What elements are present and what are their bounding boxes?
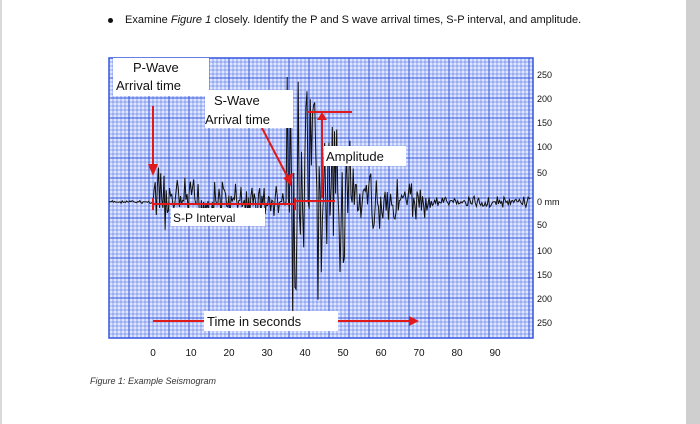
p-wave-label-line1: P-Wave: [133, 60, 179, 75]
s-wave-arrowhead: [283, 173, 293, 186]
s-wave-arrow-line: [261, 127, 288, 177]
x-tick-label: 10: [185, 348, 197, 359]
amplitude-label: Amplitude: [326, 149, 384, 164]
instruction-figure-ref: Figure 1: [170, 14, 212, 26]
time-axis-arrowhead: [409, 316, 419, 326]
time-axis-label-box: [204, 311, 338, 331]
p-wave-label-box: [113, 58, 209, 96]
x-tick-label: 50: [337, 348, 349, 359]
x-tick-label: 40: [299, 348, 311, 359]
x-tick-label: 0: [150, 348, 156, 359]
figure-labels: P-Wave Arrival time S-Wave Arrival time …: [113, 58, 406, 331]
annotations: [148, 106, 419, 326]
s-wave-label-box: [205, 90, 293, 128]
seismogram-figure: P-Wave Arrival time S-Wave Arrival time …: [107, 56, 570, 362]
left-page-edge: [0, 0, 2, 424]
figure-caption: Figure 1: Example Seismogram: [90, 376, 217, 386]
p-wave-label-line2: Arrival time: [116, 78, 181, 93]
x-tick-label: 20: [223, 348, 235, 359]
y-tick-label-top: 50: [537, 168, 547, 178]
x-tick-label: 30: [261, 348, 273, 359]
y-zero-label: 0 mm: [537, 197, 560, 207]
x-tick-label: 60: [375, 348, 387, 359]
x-tick-label: 90: [489, 348, 501, 359]
instruction-bullet: Examine Figure 1 closely. Identify the P…: [108, 14, 581, 26]
right-scrollbar-edge: [686, 0, 700, 424]
y-tick-label-top: 250: [537, 70, 552, 80]
x-tick-label: 80: [451, 348, 463, 359]
y-tick-label-top: 200: [537, 94, 552, 104]
y-tick-label-bottom: 150: [537, 270, 552, 280]
y-tick-label-bottom: 250: [537, 318, 552, 328]
x-tick-label: 70: [413, 348, 425, 359]
instruction-text: Examine Figure 1 closely. Identify the P…: [125, 14, 581, 26]
y-tick-label-bottom: 200: [537, 294, 552, 304]
sp-interval-label: S-P Interval: [173, 211, 235, 225]
amplitude-label-box: [324, 146, 406, 166]
y-tick-label-top: 150: [537, 118, 552, 128]
bullet-dot: [108, 17, 113, 23]
x-axis-ticks: 0 10 20 30 40 50 60 70 80 90: [150, 348, 501, 359]
sp-interval-label-box: [171, 208, 265, 226]
y-tick-label-top: 100: [537, 142, 552, 152]
y-tick-label-bottom: 50: [537, 220, 547, 230]
s-wave-label-line2: Arrival time: [205, 112, 270, 127]
s-wave-label-line1: S-Wave: [214, 93, 260, 108]
y-tick-label-bottom: 100: [537, 246, 552, 256]
y-axis-ticks: 250 200 150 100 50 0 mm 50 100 150 200 250: [537, 70, 560, 328]
p-wave-arrowhead: [148, 164, 158, 176]
instruction-suffix: closely. Identify the P and S wave arriv…: [211, 14, 582, 26]
instruction-prefix: Examine: [125, 14, 171, 26]
amplitude-arrowhead: [317, 112, 327, 120]
time-axis-label: Time in seconds: [207, 314, 302, 329]
